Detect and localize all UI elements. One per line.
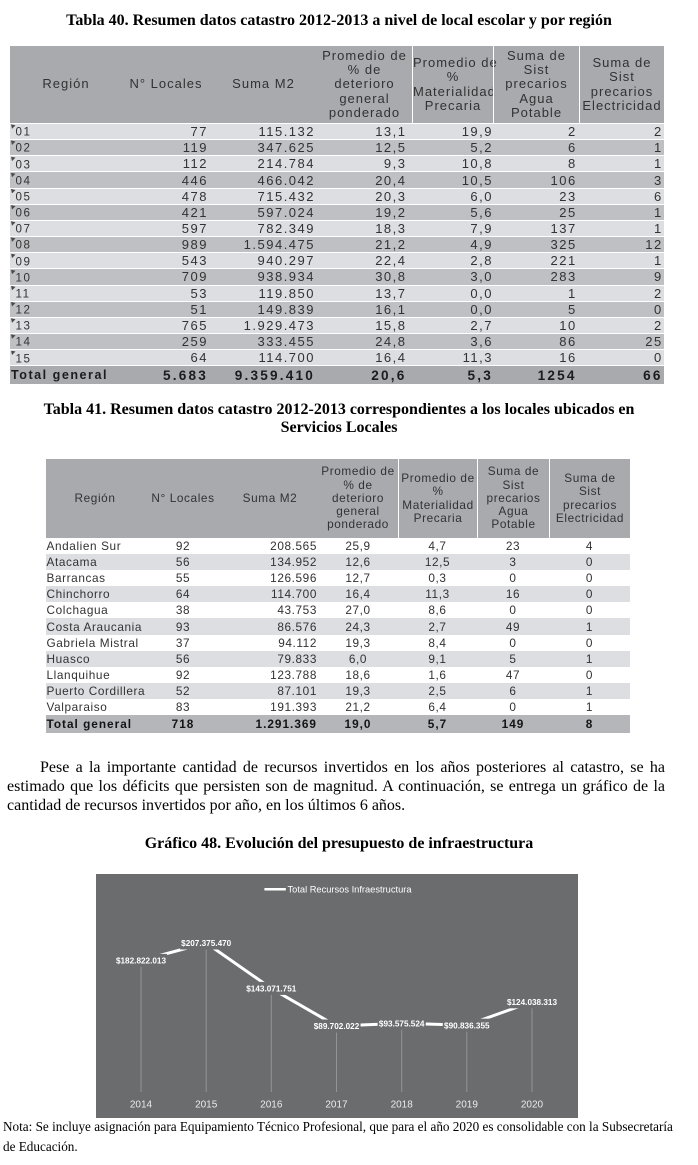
svg-text:$89.702.022: $89.702.022: [314, 1022, 360, 1031]
svg-text:$124.038.313: $124.038.313: [507, 998, 558, 1007]
svg-text:$93.575.524: $93.575.524: [379, 1020, 425, 1029]
svg-text:$90.836.355: $90.836.355: [444, 1021, 490, 1030]
svg-text:$143.071.751: $143.071.751: [246, 985, 297, 994]
svg-text:$182.822.013: $182.822.013: [116, 957, 167, 966]
svg-text:2014: 2014: [130, 1100, 153, 1111]
svg-text:$207.375.470: $207.375.470: [181, 939, 232, 948]
svg-text:2017: 2017: [325, 1100, 348, 1111]
svg-text:Total Recursos Infraestructura: Total Recursos Infraestructura: [288, 885, 413, 895]
svg-text:2018: 2018: [391, 1100, 414, 1111]
svg-text:2016: 2016: [260, 1100, 283, 1111]
svg-text:2020: 2020: [521, 1100, 544, 1111]
svg-text:2015: 2015: [195, 1100, 218, 1111]
svg-text:2019: 2019: [456, 1100, 479, 1111]
